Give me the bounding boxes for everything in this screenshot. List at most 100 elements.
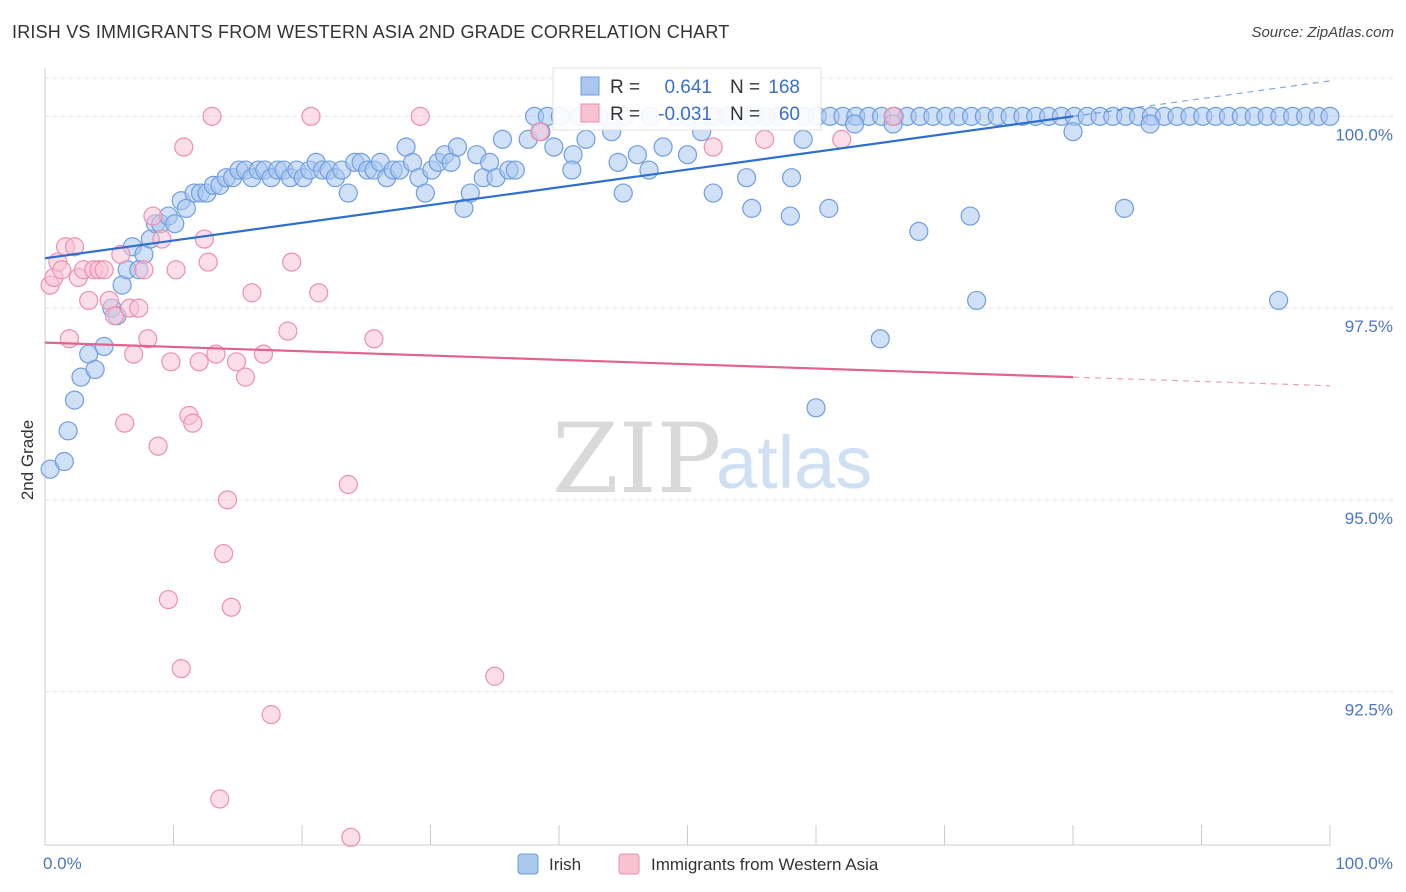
irish-point: [819, 198, 839, 218]
irish-point: [909, 221, 929, 241]
stats-legend: R = 0.641 N = 168 R = -0.031 N = 60: [552, 67, 822, 131]
western-asia-point: [242, 283, 262, 303]
chart-title: IRISH VS IMMIGRANTS FROM WESTERN ASIA 2N…: [12, 22, 730, 42]
western-asia-point: [410, 106, 430, 126]
western-asia-point: [221, 597, 241, 617]
western-asia-point: [278, 321, 298, 341]
western-asia-trend-extension: [1072, 376, 1331, 387]
western-asia-point: [161, 352, 181, 372]
irish-point: [1320, 106, 1340, 126]
stats-r-label-irish: R =: [610, 77, 640, 98]
western-asia-point: [364, 329, 384, 349]
western-asia-point: [754, 129, 775, 149]
western-asia-point: [143, 206, 163, 226]
western-asia-point: [158, 589, 178, 610]
irish-point: [780, 206, 800, 226]
western-asia-point: [210, 789, 230, 809]
western-asia-point: [124, 344, 144, 364]
western-asia-point: [530, 122, 550, 142]
western-asia-point: [166, 260, 186, 280]
western-asia-point: [148, 436, 168, 456]
western-asia-point: [301, 106, 321, 126]
western-asia-point: [94, 260, 114, 280]
chart-source: Source: ZipAtlas.com: [1251, 24, 1394, 41]
western-asia-point: [183, 413, 203, 433]
western-asia-point: [79, 290, 99, 311]
irish-point: [544, 137, 564, 157]
irish-point: [793, 129, 813, 149]
western-asia-point: [282, 252, 302, 272]
irish-point: [806, 398, 826, 418]
legend-label-irish: Irish: [549, 855, 581, 874]
irish-points: [40, 106, 1340, 479]
western-asia-point: [703, 137, 723, 157]
stats-n-label-irish: N =: [730, 77, 760, 98]
irish-point: [1140, 114, 1160, 134]
axes: 0.0% 100.0%: [43, 68, 1393, 873]
y-tick-label: 92.5%: [1345, 701, 1393, 720]
irish-point: [415, 183, 435, 203]
western-asia-point: [189, 352, 209, 372]
irish-point: [613, 183, 633, 203]
watermark-atlas: atlas: [716, 421, 872, 504]
trend-lines: [44, 80, 1331, 387]
stats-n-label-western-asia: N =: [730, 104, 760, 125]
western-asia-point: [309, 283, 329, 303]
y-axis-title: 2nd Grade: [18, 420, 37, 500]
irish-point: [781, 168, 802, 188]
irish-point: [165, 214, 185, 234]
gridlines: 92.5% 95.0% 97.5% 100.0%: [45, 77, 1395, 720]
irish-point: [844, 114, 865, 134]
irish-point: [460, 183, 480, 203]
stats-swatch-irish: [580, 76, 600, 96]
stats-r-value-irish: 0.641: [664, 77, 712, 98]
y-tick-label: 97.5%: [1345, 317, 1393, 336]
y-tick-label: 100.0%: [1335, 125, 1393, 144]
western-asia-point: [214, 543, 234, 564]
irish-trend-line: [44, 115, 1074, 260]
western-asia-point: [134, 260, 154, 280]
irish-point: [94, 336, 114, 357]
western-asia-trend-line: [44, 341, 1074, 379]
western-asia-point: [111, 244, 131, 265]
watermark-zip: ZIP: [552, 403, 721, 515]
western-asia-point: [138, 329, 158, 349]
irish-point: [176, 198, 196, 218]
irish-point: [1268, 290, 1289, 311]
western-asia-point: [206, 344, 226, 364]
irish-point: [54, 451, 74, 472]
irish-point: [492, 129, 513, 149]
watermark: ZIP atlas: [552, 403, 872, 515]
western-asia-point: [129, 298, 149, 318]
irish-point: [1114, 198, 1135, 218]
irish-point: [58, 421, 78, 441]
stats-swatch-western-asia: [580, 103, 600, 123]
western-asia-point: [253, 344, 274, 364]
western-asia-point: [338, 474, 358, 495]
legend-swatch-western-asia: [618, 853, 640, 875]
western-asia-point: [226, 352, 247, 372]
irish-point: [64, 390, 85, 410]
western-asia-point: [202, 106, 222, 126]
legend-label-western-asia: Immigrants from Western Asia: [651, 855, 879, 874]
western-asia-point: [341, 827, 361, 847]
x-tick-label-max: 100.0%: [1335, 854, 1393, 873]
bottom-legend: Irish Immigrants from Western Asia: [517, 853, 879, 875]
irish-point: [608, 152, 628, 172]
stats-n-value-western-asia: 60: [779, 104, 800, 125]
western-asia-point: [883, 106, 903, 126]
western-asia-point: [174, 137, 194, 157]
irish-point: [677, 145, 698, 165]
western-asia-point: [171, 658, 191, 679]
western-asia-point: [52, 260, 72, 280]
stats-r-label-western-asia: R =: [610, 104, 640, 125]
irish-point: [85, 359, 105, 380]
western-asia-point: [104, 306, 124, 326]
stats-n-value-irish: 168: [768, 77, 800, 98]
western-asia-point: [235, 367, 256, 387]
western-asia-point: [198, 252, 218, 272]
stats-r-value-western-asia: -0.031: [658, 104, 712, 125]
irish-point: [967, 290, 987, 311]
y-tick-label: 95.0%: [1345, 509, 1393, 528]
